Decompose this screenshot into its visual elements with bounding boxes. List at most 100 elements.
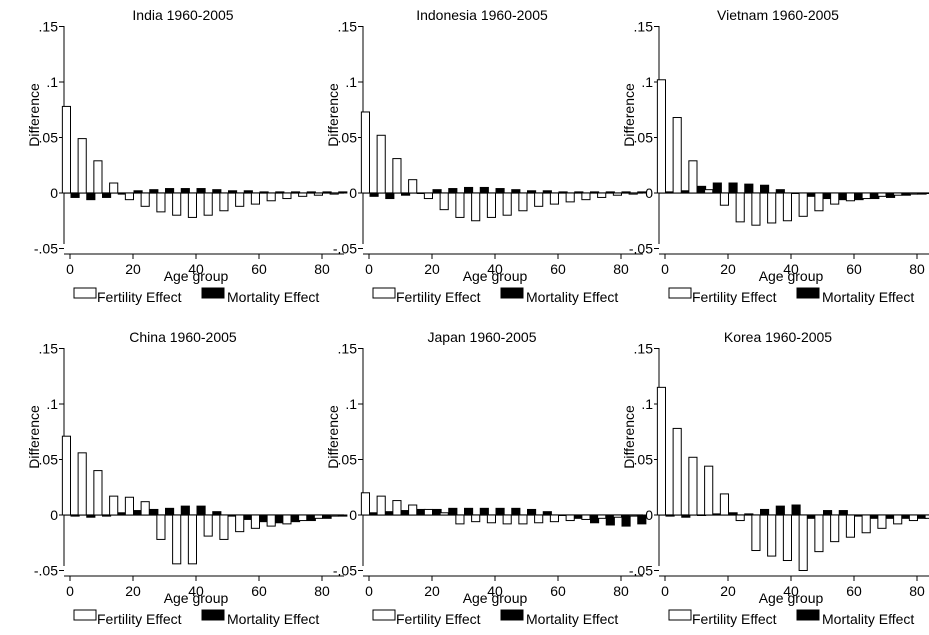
mortality-bar — [527, 508, 537, 516]
x-tick-label: 80 — [613, 261, 629, 277]
x-tick-label: 20 — [125, 583, 141, 599]
x-tick-label: 80 — [909, 261, 925, 277]
fertility-bar — [250, 192, 261, 205]
legend-label-mortality: Mortality Effect — [526, 611, 618, 627]
fertility-bar — [656, 386, 667, 516]
fertility-bar — [203, 192, 213, 216]
x-tick-label: 60 — [550, 261, 566, 277]
fertility-bar — [266, 514, 276, 527]
fertility-bar — [672, 427, 682, 516]
fertility-bar — [408, 179, 418, 194]
y-axis-label: Difference — [325, 83, 341, 147]
fertility-bar — [313, 192, 323, 196]
fertility-bar — [140, 501, 150, 516]
mortality-bar — [605, 191, 615, 194]
mortality-bar — [728, 512, 738, 516]
fertility-bar — [845, 192, 856, 202]
legend-swatch-fertility — [73, 609, 97, 621]
mortality-bar — [102, 514, 112, 517]
mortality-bar — [495, 507, 505, 516]
fertility-bar — [518, 192, 528, 212]
fertility-bar — [109, 182, 119, 194]
y-tick-label: -.05 — [333, 241, 357, 257]
fertility-bar — [612, 514, 622, 518]
mortality-bar — [338, 514, 348, 517]
mortality-bar — [728, 182, 738, 194]
fertility-bar — [924, 192, 929, 194]
x-axis-label: Age group — [164, 268, 229, 284]
chart-title: China 1960-2005 — [129, 329, 237, 345]
mortality-bar — [212, 189, 222, 194]
fertility-bar — [156, 514, 166, 540]
fertility-bar — [534, 514, 544, 524]
fertility-bar — [549, 192, 560, 205]
mortality-bar — [791, 504, 801, 516]
chart-panel: Vietnam 1960-2005 .15 .1 .05 0 -.05 0 20 40 60 80 D… — [621, 7, 929, 305]
mortality-bar — [196, 505, 206, 516]
y-tick-label: 0 — [349, 507, 357, 523]
x-tick-label: 40 — [487, 583, 503, 599]
fertility-bar — [266, 192, 276, 202]
mortality-bar — [681, 514, 691, 518]
fertility-bar — [93, 470, 103, 516]
fertility-bar — [924, 514, 929, 519]
fertility-bar — [313, 514, 323, 519]
fertility-bar — [502, 514, 512, 525]
chart-title: India 1960-2005 — [132, 7, 233, 23]
mortality-bar — [180, 188, 190, 194]
mortality-bar — [243, 190, 253, 194]
mortality-bar — [86, 192, 96, 201]
mortality-bar — [637, 191, 647, 194]
y-tick-label: .15 — [39, 19, 59, 35]
x-tick-label: 40 — [188, 583, 204, 599]
y-axis-label: Difference — [621, 405, 637, 469]
fertility-bar — [751, 514, 761, 552]
y-tick-label: .1 — [46, 396, 58, 412]
fertility-bar — [719, 192, 729, 206]
mortality-bar — [165, 507, 175, 516]
mortality-bar — [495, 188, 505, 194]
fertility-bar — [376, 495, 386, 516]
chart-panel: Japan 1960-2005 .15 .1 .05 0 -.05 0 20 40 60 80 Dif… — [325, 329, 647, 627]
fertility-bar — [486, 192, 497, 218]
mortality-bar — [823, 510, 833, 516]
fertility-bar — [235, 514, 245, 533]
mortality-bar — [590, 191, 600, 194]
x-tick-label: 40 — [188, 261, 204, 277]
fertility-bar — [376, 134, 386, 194]
fertility-bar — [203, 514, 213, 537]
mortality-bar — [712, 182, 722, 194]
mortality-bar — [291, 191, 301, 194]
y-tick-label: -.05 — [629, 241, 653, 257]
fertility-bar — [798, 514, 808, 571]
fertility-bar — [502, 192, 512, 216]
legend-label-fertility: Fertility Effect — [692, 611, 777, 627]
chart-panel: India 1960-2005 .15 .1 .05 0 -.05 0 20 40 60 80 Dif… — [26, 7, 348, 305]
y-tick-label: -.05 — [34, 241, 58, 257]
y-tick-label: .15 — [338, 19, 358, 35]
mortality-bar — [590, 514, 600, 524]
fertility-bar — [704, 465, 714, 516]
fertility-bar — [767, 192, 777, 224]
mortality-bar — [511, 507, 521, 516]
fertility-bar — [471, 192, 481, 222]
mortality-bar — [149, 189, 159, 194]
mortality-bar — [401, 192, 411, 196]
y-tick-label: .15 — [338, 341, 358, 357]
legend-label-fertility: Fertility Effect — [396, 289, 481, 305]
mortality-bar — [149, 508, 159, 516]
x-tick-label: 40 — [783, 583, 799, 599]
y-tick-label: .1 — [345, 74, 357, 90]
mortality-bar — [621, 514, 631, 527]
mortality-bar — [665, 514, 675, 517]
legend-label-mortality: Mortality Effect — [526, 289, 618, 305]
x-tick-label: 0 — [661, 583, 669, 599]
mortality-bar — [338, 191, 348, 194]
legend-swatch-fertility — [668, 287, 692, 299]
fertility-bar — [124, 496, 134, 516]
legend-swatch-mortality — [201, 609, 225, 621]
mortality-bar — [511, 189, 521, 194]
fertility-bar — [219, 514, 229, 540]
fertility-bar — [329, 514, 339, 517]
fertility-bar — [61, 105, 72, 194]
